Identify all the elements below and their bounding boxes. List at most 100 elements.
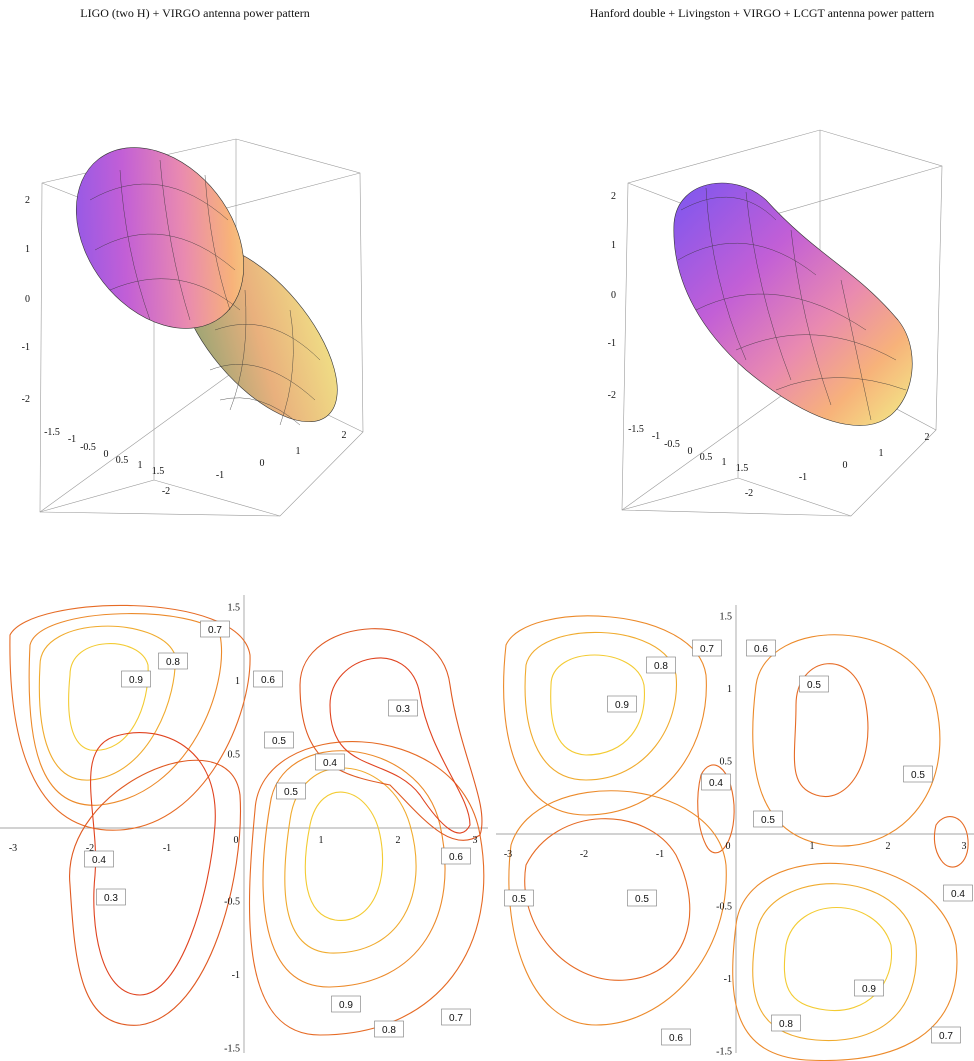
- contour-plot-right: 0.8 0.7 0.6 0.5 0.9 0.5 0.4 0.5 0.4 0.5 0.5 0.6 0.9 0…: [496, 605, 974, 1055]
- x-tick-label: 1: [810, 841, 815, 852]
- x-tick-label: 0: [104, 449, 109, 460]
- x-tick-label: -2: [580, 849, 588, 860]
- contour-level-label: 0.6: [669, 1033, 683, 1044]
- x-tick-label: 2: [886, 841, 891, 852]
- contour-level-label: 0.6: [754, 644, 768, 655]
- y-axis-ticks: 1.5 1 0.5 -0.5 -1 -1.5: [224, 603, 240, 1055]
- z-axis-ticks: 2 1 0 -1 -2: [608, 191, 616, 401]
- contour-labels: 0.8 0.7 0.6 0.5 0.9 0.5 0.4 0.5 0.4 0.5 0.5 0.6 0.9 0…: [505, 640, 973, 1045]
- y-axis-ticks: -2 -1 0 1 2: [162, 430, 347, 497]
- x-tick-label: -1: [652, 431, 660, 442]
- y-tick-label: -1.5: [224, 1044, 240, 1055]
- contour-level-label: 0.9: [615, 700, 629, 711]
- z-tick-label: 0: [25, 294, 30, 305]
- y-tick-label: 1: [235, 676, 240, 687]
- axes: [496, 605, 974, 1053]
- x-tick-label: 1: [138, 460, 143, 471]
- x-tick-label: -2: [86, 843, 94, 854]
- contour-level-label: 0.3: [104, 893, 118, 904]
- y-tick-label: -2: [162, 486, 170, 497]
- surface-plot-left: 2 1 0 -1 -2 -1.5 -1 -0.5 0 0.5 1 1.5 -2-1012: [0, 80, 390, 520]
- contour-level-label: 0.7: [939, 1031, 953, 1042]
- surface-plot-right: 2 1 0 -1 -2 -1.5 -1 -0.5 0 0.5 1 1.5 -2 -1 0 1 2: [586, 80, 974, 520]
- contour-level-label: 0.3: [396, 704, 410, 715]
- contour-level-label: 0.4: [92, 855, 106, 866]
- z-tick-label: 1: [611, 240, 616, 251]
- z-tick-label: -2: [608, 390, 616, 401]
- z-axis-ticks: 210-1-2: [22, 195, 30, 405]
- x-tick-label: 1.5: [152, 466, 165, 477]
- contour-lines: [10, 605, 484, 1035]
- x-tick-label: 0: [688, 446, 693, 457]
- x-tick-label: 2: [396, 835, 401, 846]
- x-tick-label: 1: [319, 835, 324, 846]
- x-tick-label: 1.5: [736, 463, 749, 474]
- contour-level-label: 0.9: [862, 984, 876, 995]
- contour-level-label: 0.4: [951, 889, 965, 900]
- y-tick-label: 1: [727, 684, 732, 695]
- x-tick-label: 0: [234, 835, 239, 846]
- y-tick-label: 0.5: [228, 750, 241, 761]
- contour-level-label: 0.5: [512, 894, 526, 905]
- y-tick-label: 0: [260, 458, 265, 469]
- y-tick-label: 2: [342, 430, 347, 441]
- axes: [0, 595, 488, 1053]
- contour-level-label: 0.6: [449, 852, 463, 863]
- x-tick-label: -1: [656, 849, 664, 860]
- y-tick-label: -2: [745, 488, 753, 499]
- x-axis-ticks: -1.5 -1 -0.5 0 0.5 1 1.5: [44, 427, 164, 477]
- contour-level-label: 0.5: [807, 680, 821, 691]
- contour-level-label: 0.8: [382, 1025, 396, 1036]
- contour-level-label: 0.9: [339, 1000, 353, 1011]
- x-axis-ticks: -3 -2 -1 0 1 2 3: [504, 841, 967, 860]
- z-tick-label: -1: [608, 338, 616, 349]
- x-tick-label: 3: [962, 841, 967, 852]
- x-tick-label: 1: [722, 457, 727, 468]
- contour-level-label: 0.4: [323, 758, 337, 769]
- x-tick-label: -1.5: [628, 424, 644, 435]
- x-tick-label: 3: [473, 835, 478, 846]
- contour-level-label: 0.5: [635, 894, 649, 905]
- z-tick-label: 2: [25, 195, 30, 206]
- y-tick-label: 0.5: [720, 757, 733, 768]
- contour-labels: 0.7 0.8 0.9 0.6 0.3 0.5 0.4 0.5 0.4 0.3 0.6 0.9 0.8 0…: [85, 621, 471, 1037]
- contour-level-label: 0.7: [449, 1013, 463, 1024]
- y-tick-label: -1: [232, 970, 240, 981]
- x-tick-label: -3: [504, 849, 512, 860]
- y-tick-label: -1: [724, 974, 732, 985]
- contour-level-label: 0.7: [700, 644, 714, 655]
- x-tick-label: -1: [68, 434, 76, 445]
- x-axis-ticks: -3 -2 -1 0 1 2 3: [9, 835, 478, 854]
- z-tick-label: -1: [22, 342, 30, 353]
- y-tick-label: 1.5: [228, 603, 241, 614]
- y-tick-label: 1.5: [720, 612, 733, 623]
- contour-level-label: 0.5: [272, 736, 286, 747]
- x-tick-label: -3: [9, 843, 17, 854]
- contour-level-label: 0.8: [779, 1019, 793, 1030]
- x-tick-label: 0.5: [700, 452, 713, 463]
- z-tick-label: -2: [22, 394, 30, 405]
- chart-title-right: Hanford double + Livingston + VIRGO + LC…: [550, 6, 974, 21]
- x-tick-label: -0.5: [664, 439, 680, 450]
- x-tick-label: 0: [726, 841, 731, 852]
- y-tick-label: -0.5: [716, 902, 732, 913]
- y-tick-label: 2: [925, 432, 930, 443]
- x-axis-ticks: -1.5 -1 -0.5 0 0.5 1 1.5: [628, 424, 748, 474]
- y-tick-label: 1: [879, 448, 884, 459]
- contour-plot-left: 0.70.80.9 0.60.30.50.40.50.40.30.60.90.80…: [0, 595, 490, 1055]
- surface-lobes: [674, 183, 912, 425]
- y-tick-label: 0: [843, 460, 848, 471]
- contour-level-label: 0.4: [709, 778, 723, 789]
- x-tick-label: -1.5: [44, 427, 60, 438]
- contour-level-label: 0.6: [261, 675, 275, 686]
- x-tick-label: -0.5: [80, 442, 96, 453]
- contour-level-label: 0.7: [208, 625, 222, 636]
- contour-level-label: 0.8: [654, 661, 668, 672]
- z-tick-label: 0: [611, 290, 616, 301]
- x-tick-label: 0.5: [116, 455, 129, 466]
- contour-level-label: 0.5: [911, 770, 925, 781]
- z-tick-label: 2: [611, 191, 616, 202]
- chart-title-left: LIGO (two H) + VIRGO antenna power patte…: [0, 6, 390, 21]
- contour-level-label: 0.8: [166, 657, 180, 668]
- contour-level-label: 0.5: [761, 815, 775, 826]
